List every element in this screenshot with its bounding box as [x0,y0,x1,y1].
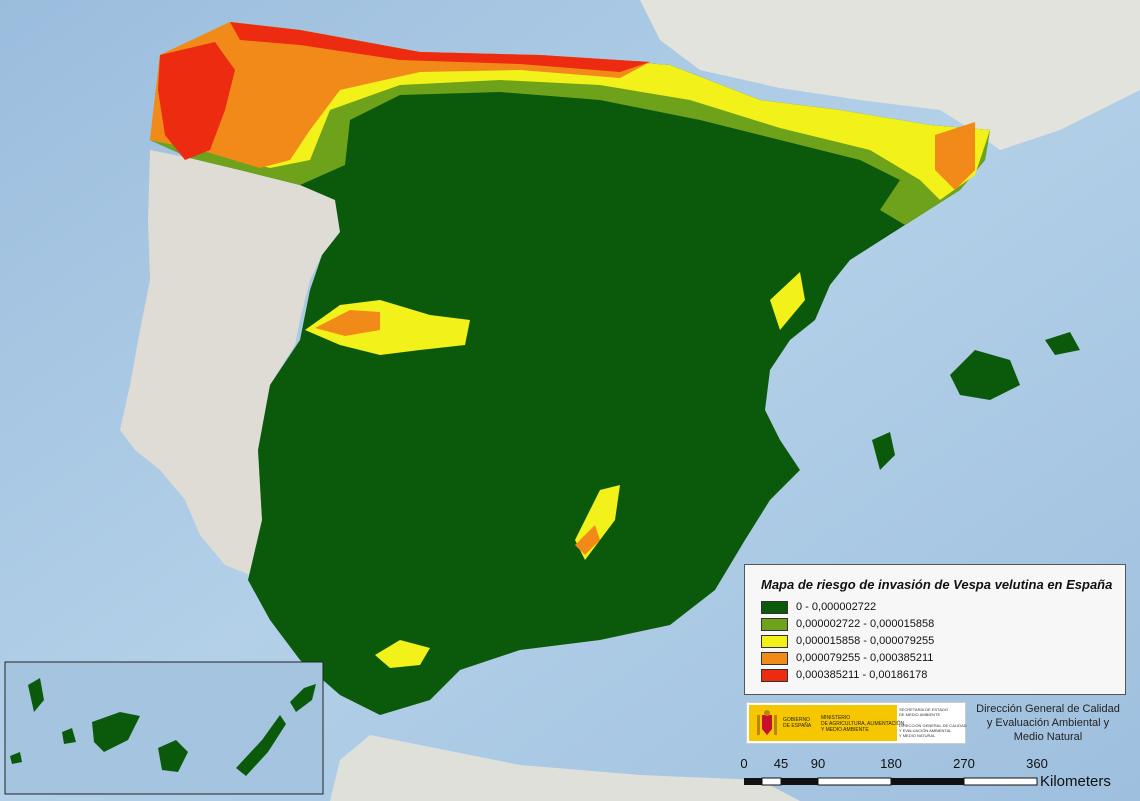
malaga-yellow [375,640,430,668]
tenerife [92,712,140,752]
ministerio-label: MINISTERIO DE AGRICULTURA, ALIMENTACIÓN … [821,715,905,733]
menorca [1045,332,1080,355]
baleares [950,350,1020,400]
coat-of-arms-icon [757,710,777,735]
la-palma [28,678,44,712]
credit-line: y Evaluación Ambiental y [986,717,1110,729]
legend-title: Mapa de riesgo de invasión de Vespa velu… [761,577,1113,592]
legend: Mapa de riesgo de invasión de Vespa velu… [744,564,1126,695]
credit: Dirección General de Calidad y Evaluació… [968,702,1128,744]
gran-canaria [158,740,188,772]
legend-label: 0,000079255 - 0,000385211 [796,652,934,664]
legend-item: 0 - 0,000002722 [761,600,876,614]
credit-line: Dirección General de Calidad [976,703,1120,715]
scale-tick: 360 [1026,756,1048,771]
legend-swatch [761,634,788,648]
africa-land [330,735,800,801]
france-land [600,0,1140,150]
legend-label: 0 - 0,000002722 [796,601,877,613]
secretaria-label: SECRETARÍA DE ESTADO DE MEDIO AMBIENTE [899,707,948,717]
el-hierro [10,752,22,764]
legend-swatch [761,651,788,665]
scale-bar: 0 45 90 180 270 360 Kilometers [738,756,1138,796]
fuerteventura [236,715,286,776]
la-gomera [62,728,76,744]
portugal-land [120,150,340,575]
legend-item: 0,000079255 - 0,000385211 [761,651,933,665]
secretaria-block: SECRETARÍA DE ESTADO DE MEDIO AMBIENTE D… [899,707,967,738]
ministry-logo: GOBIERNO DE ESPAÑA MINISTERIO DE AGRICUL… [746,702,967,744]
legend-item: 0,000015858 - 0,000079255 [761,634,934,648]
catalonia-orange [935,122,975,190]
scale-tick: 90 [810,756,826,771]
legend-label: 0,000002722 - 0,000015858 [796,618,935,630]
south-orange [575,525,600,555]
legend-item: 0,000385211 - 0,00186178 [761,668,927,682]
scale-tick: 180 [880,756,902,771]
direccion-label: DIRECCIÓN GENERAL DE CALIDAD Y EVALUACIÓ… [899,723,967,738]
galicia-red [158,42,235,160]
legend-label: 0,000015858 - 0,000079255 [796,635,935,647]
spain-base [150,22,990,715]
east-yellow [770,272,805,330]
ibiza [872,432,895,470]
legend-swatch [761,600,788,614]
scale-tick: 45 [773,756,789,771]
scale-graphic [744,777,1038,786]
legend-swatch [761,617,788,631]
lanzarote [290,684,316,712]
north-red-coast [230,22,650,72]
gobierno-banner: GOBIERNO DE ESPAÑA MINISTERIO DE AGRICUL… [749,705,905,741]
credit-line: Medio Natural [1013,731,1083,743]
gobierno-label: GOBIERNO DE ESPAÑA [783,717,812,729]
canarias-inset [4,661,324,795]
central-system-orange [315,310,380,336]
scale-tick: 0 [740,756,748,771]
legend-item: 0,000002722 - 0,000015858 [761,617,934,631]
legend-swatch [761,668,788,682]
legend-label: 0,000385211 - 0,00186178 [796,669,928,681]
scale-unit: Kilometers [1040,773,1111,790]
scale-tick: 270 [953,756,975,771]
